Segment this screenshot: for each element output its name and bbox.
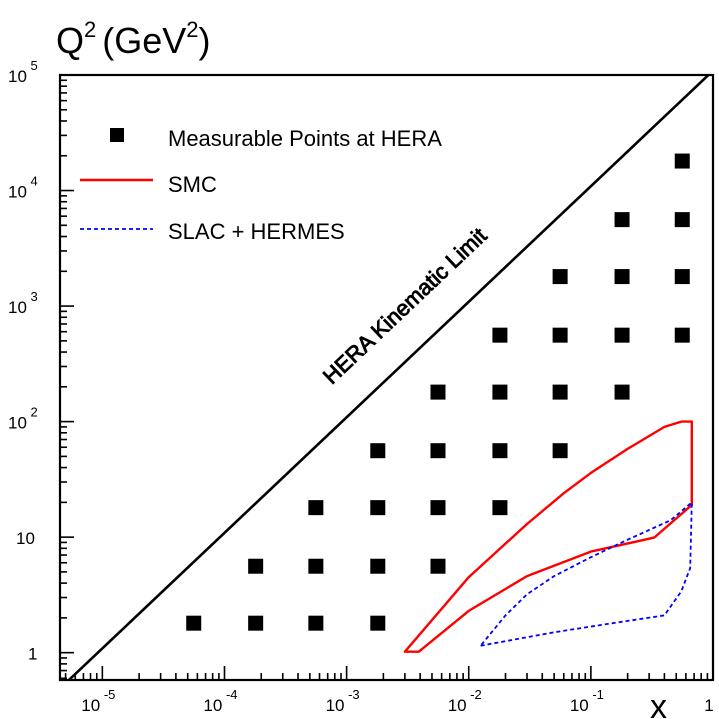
hera-point	[370, 500, 386, 516]
hera-point	[370, 615, 386, 631]
legend-label-slac-hermes: SLAC + HERMES	[168, 219, 345, 244]
hera-point	[674, 269, 690, 285]
hera-point	[674, 153, 690, 169]
hera-point	[492, 443, 508, 459]
minor-tick-marks	[60, 79, 709, 680]
hera-point	[492, 500, 508, 516]
hera-point	[430, 384, 446, 400]
hera-point	[614, 212, 630, 228]
hera-point	[430, 443, 446, 459]
smc-region-outline	[403, 420, 693, 653]
hera-point	[614, 384, 630, 400]
x-axis-label: x	[650, 688, 667, 719]
y-tick-label: 10 5	[8, 58, 38, 86]
legend-marker-hera-points	[110, 128, 124, 142]
major-tick-marks	[60, 74, 714, 680]
hera-point	[248, 615, 264, 631]
hera-point	[614, 269, 630, 285]
hera-point	[614, 327, 630, 343]
hera-point	[430, 500, 446, 516]
x-tick-label: 10 -1	[570, 687, 604, 715]
y-tick-label: 10 3	[8, 289, 38, 317]
hera-point	[248, 558, 264, 574]
x-tick-label: 10 -4	[203, 687, 237, 715]
hera-point	[370, 558, 386, 574]
hera-point	[186, 615, 202, 631]
y-axis-label: Q2 (GeV2)	[56, 17, 211, 61]
y-tick-label: 10 2	[8, 405, 38, 433]
y-tick-label: 1	[28, 645, 37, 664]
axis-tick-labels: 10 -5 10 -4 10 -3 10 -2 10 -1 1 1 10 10 2 10 3 10 …	[8, 58, 714, 715]
hera-point	[308, 558, 324, 574]
hera-point	[430, 558, 446, 574]
legend: Measurable Points at HERA SMC SLAC + HER…	[80, 126, 442, 244]
x-tick-label: 10 -3	[326, 687, 360, 715]
y-tick-label: 10	[16, 529, 35, 548]
hera-point	[492, 384, 508, 400]
plot-frame	[58, 73, 715, 682]
x-tick-label: 10 -2	[448, 687, 482, 715]
hera-points-series	[186, 153, 690, 631]
hera-point	[674, 327, 690, 343]
x-tick-label: 1	[704, 696, 713, 715]
slac-hermes-region-outline	[478, 500, 693, 648]
y-tick-label: 10 4	[8, 174, 38, 202]
hera-point	[552, 269, 568, 285]
hera-point	[552, 327, 568, 343]
legend-label-smc: SMC	[168, 172, 217, 197]
legend-label-hera-points: Measurable Points at HERA	[168, 126, 442, 151]
hera-point	[308, 500, 324, 516]
hera-point	[492, 327, 508, 343]
hera-point	[552, 443, 568, 459]
hera-point	[674, 212, 690, 228]
hera-point	[308, 615, 324, 631]
hera-kinematic-limit-line	[67, 75, 711, 680]
hera-point	[370, 443, 386, 459]
x-tick-label: 10 -5	[81, 687, 115, 715]
hera-point	[552, 384, 568, 400]
